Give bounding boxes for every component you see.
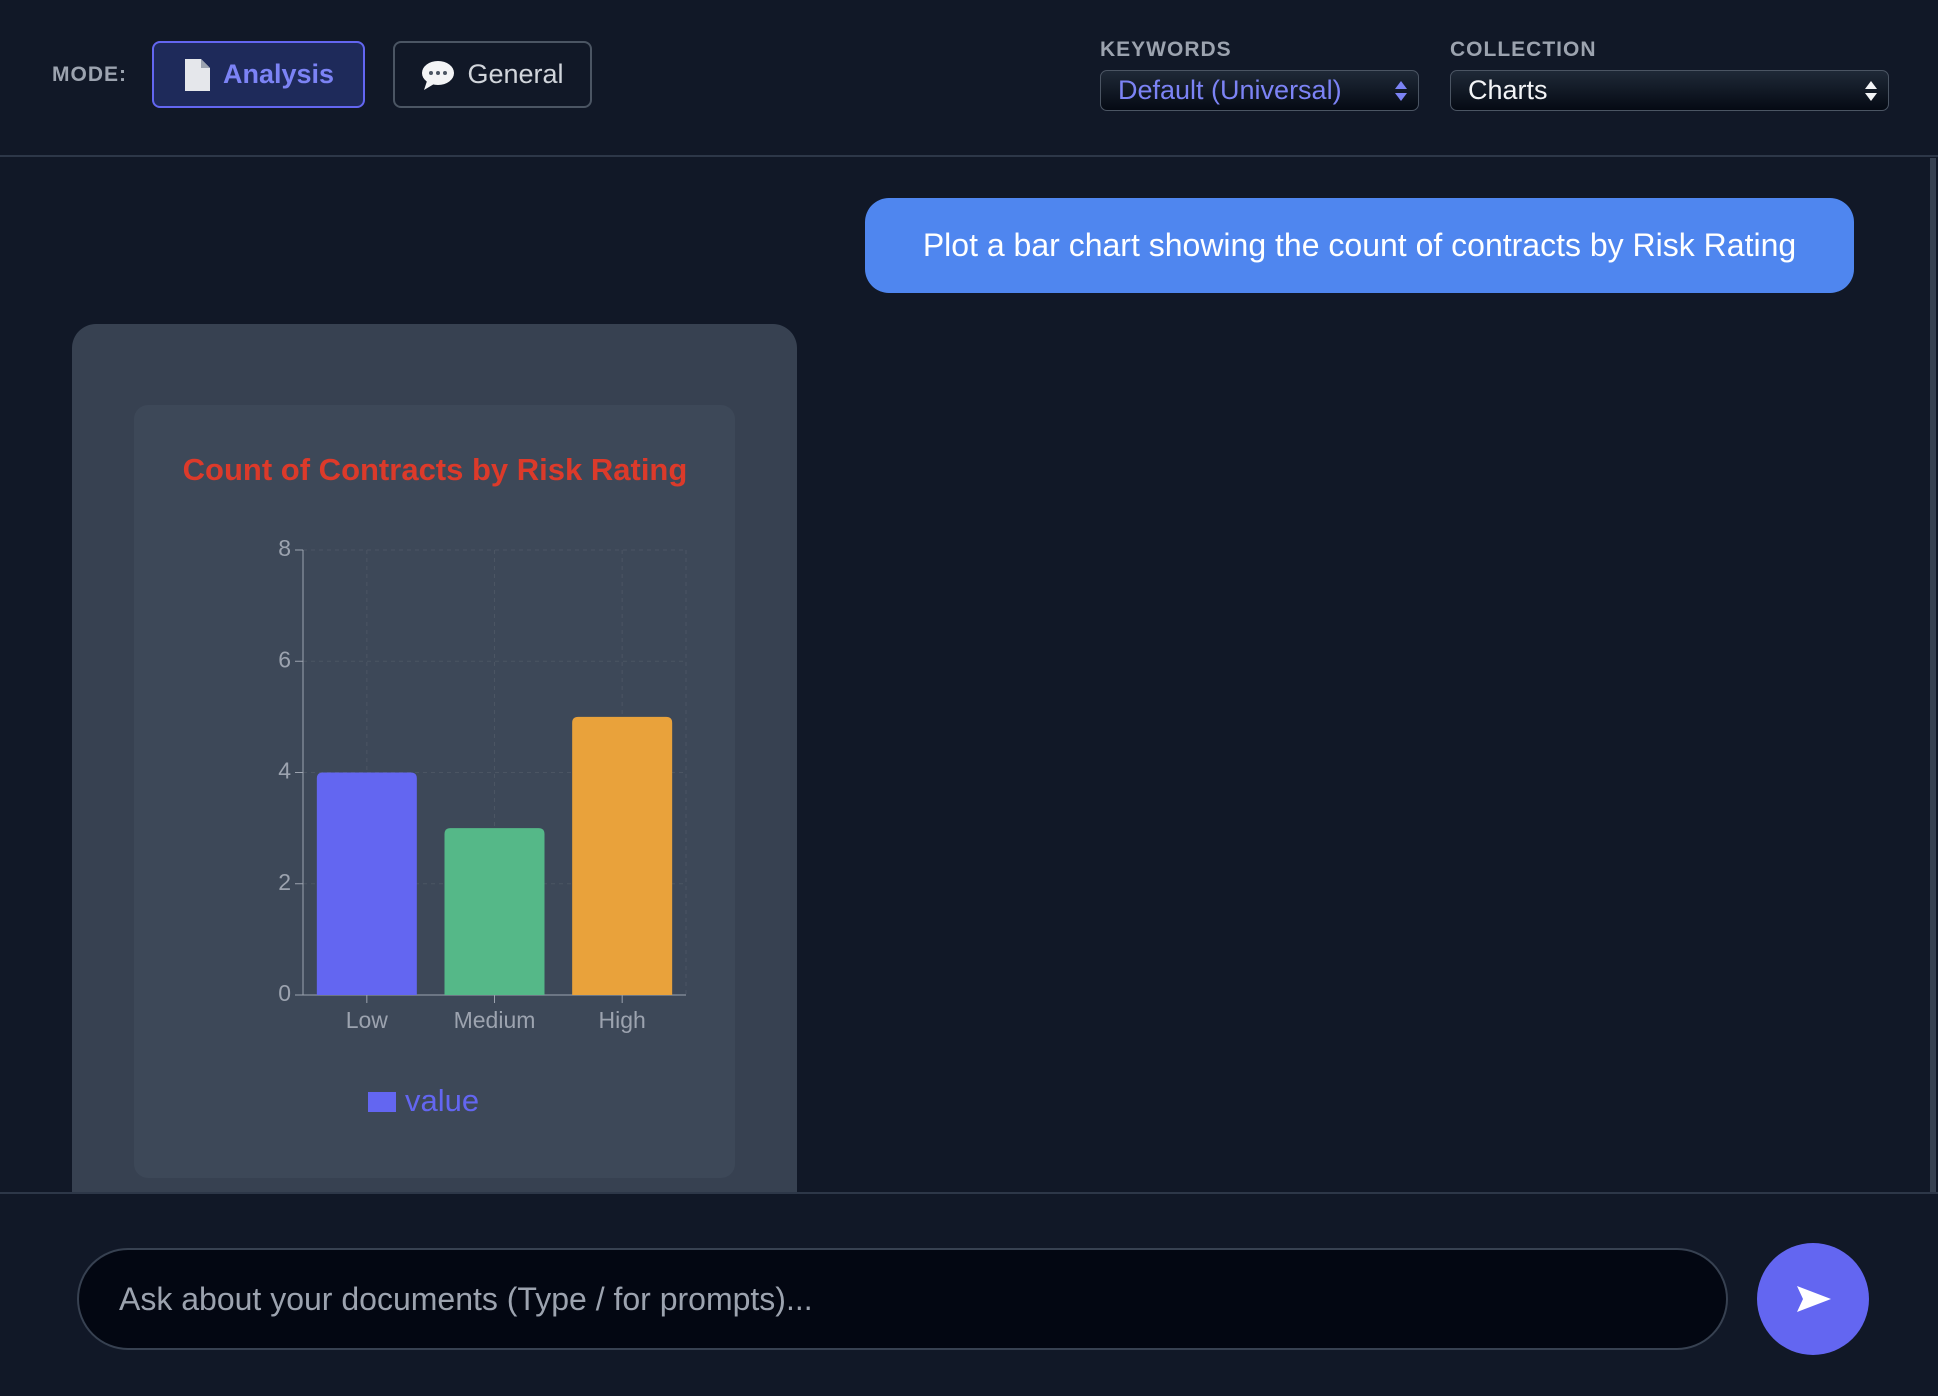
collection-label: COLLECTION bbox=[1450, 38, 1597, 61]
keywords-select[interactable]: Default (Universal) bbox=[1100, 70, 1419, 111]
bar bbox=[316, 772, 417, 995]
user-message: Plot a bar chart showing the count of co… bbox=[865, 198, 1854, 293]
keywords-label: KEYWORDS bbox=[1100, 38, 1232, 61]
analysis-button[interactable]: Analysis bbox=[152, 41, 365, 108]
select-arrows bbox=[1395, 81, 1407, 101]
chart-title: Count of Contracts by Risk Rating bbox=[183, 452, 688, 487]
collection-select[interactable]: Charts bbox=[1450, 70, 1889, 111]
chat-input[interactable]: Ask about your documents (Type / for pro… bbox=[77, 1248, 1728, 1350]
button-label: Analysis bbox=[222, 59, 335, 89]
y-tick-label: 0 bbox=[278, 980, 291, 1006]
scrollbar bbox=[1930, 158, 1936, 1192]
select-arrows bbox=[1865, 81, 1877, 101]
input-placeholder: Ask about your documents (Type / for pro… bbox=[119, 1280, 813, 1317]
chart: Count of Contracts by Risk Rating 0 2 4 6 8 L… bbox=[183, 452, 688, 1118]
send-button[interactable] bbox=[1757, 1243, 1869, 1355]
x-tick-label: Low bbox=[346, 1007, 389, 1033]
x-tick-label: High bbox=[599, 1007, 646, 1033]
bar bbox=[572, 716, 673, 995]
chat-icon bbox=[422, 60, 455, 90]
select-value: Default (Universal) bbox=[1118, 75, 1342, 105]
y-tick-label: 8 bbox=[278, 535, 291, 561]
y-tick-label: 2 bbox=[278, 869, 291, 895]
legend-swatch bbox=[368, 1092, 396, 1112]
general-button[interactable]: General bbox=[393, 41, 592, 108]
y-tick-label: 6 bbox=[278, 646, 291, 672]
legend-label: value bbox=[405, 1083, 479, 1118]
bar bbox=[444, 828, 545, 995]
doc-icon bbox=[184, 58, 210, 91]
button-label: General bbox=[467, 59, 564, 89]
y-tick-label: 4 bbox=[278, 758, 291, 784]
mode-label: MODE: bbox=[52, 63, 127, 86]
select-value: Charts bbox=[1468, 75, 1548, 105]
x-tick-label: Medium bbox=[454, 1007, 536, 1033]
